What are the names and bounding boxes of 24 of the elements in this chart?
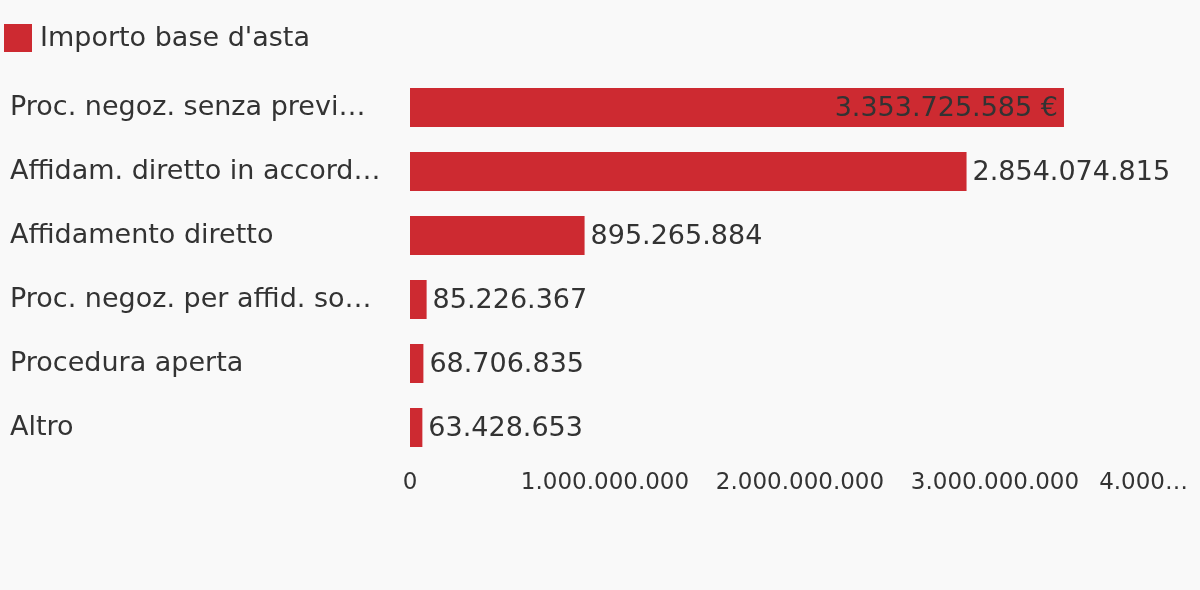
data-label: 68.706.835 [429, 346, 584, 378]
bar [410, 343, 424, 384]
y-tick-label: Procedura aperta [10, 345, 244, 377]
y-tick-label: Altro [10, 409, 74, 441]
y-tick-label: Proc. negoz. senza previ… [10, 89, 366, 121]
x-tick-label: 0 [402, 468, 418, 495]
bar [410, 87, 1064, 128]
y-tick-label: Affidamento diretto [10, 217, 274, 249]
bar [410, 151, 967, 192]
bar [410, 215, 585, 256]
data-label: 3.353.725.585 € [834, 90, 1058, 122]
y-tick-label: Proc. negoz. per affid. so… [10, 281, 372, 313]
data-label: 2.854.074.815 [972, 154, 1171, 186]
y-tick-label: Affidam. diretto in accord… [10, 153, 381, 185]
bar [410, 279, 427, 320]
x-tick-label: 3.000.000.000 [910, 468, 1080, 495]
data-label: 63.428.653 [428, 410, 583, 442]
data-label: 895.265.884 [590, 218, 763, 250]
x-tick-label: 2.000.000.000 [715, 468, 885, 495]
legend-label: Importo base d'asta [40, 21, 310, 53]
bar [410, 407, 423, 448]
x-tick-label: 1.000.000.000 [520, 468, 690, 495]
data-label: 85.226.367 [432, 282, 588, 314]
x-tick-label: 4.000… [1099, 468, 1189, 495]
